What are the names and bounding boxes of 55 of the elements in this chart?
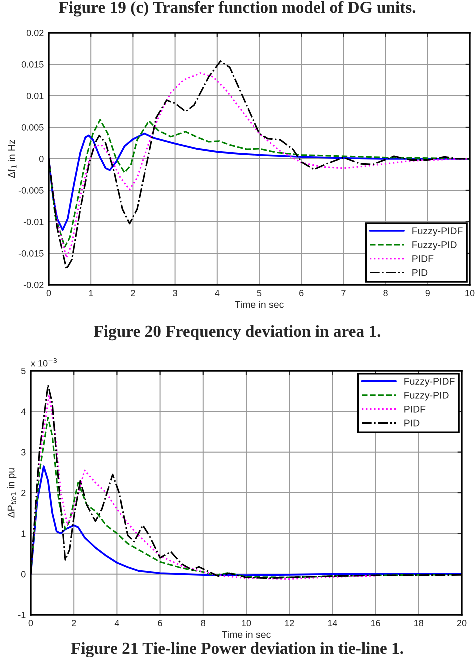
x-tick-label: 20 bbox=[457, 620, 467, 626]
text: x 10$^{−3}$ bbox=[31, 358, 57, 367]
y-tick-label: 0.01 bbox=[26, 92, 44, 100]
y-axis-title: Δf$_{1}$ in Hz bbox=[8, 140, 17, 178]
y-axis-title: ΔP$_{tie1}$ in pu bbox=[8, 468, 17, 518]
y-tick-label: -0.005 bbox=[18, 187, 44, 194]
x-tick-label: 14 bbox=[328, 620, 338, 626]
x-tick-label: 18 bbox=[414, 620, 424, 626]
legend-label: Fuzzy-PIDF bbox=[412, 228, 463, 236]
y-tick-label: 0.02 bbox=[26, 30, 44, 36]
x-tick-label: 2 bbox=[131, 290, 136, 296]
legend-label: Fuzzy-PIDF bbox=[404, 378, 455, 387]
y-tick-label: 0 bbox=[21, 571, 26, 578]
y-tick-label: -1 bbox=[18, 612, 26, 618]
legend-label: PIDF bbox=[404, 406, 426, 413]
x-tick-label: 8 bbox=[201, 620, 206, 626]
x-tick-label: 2 bbox=[72, 620, 76, 626]
y-tick-label: -0.02 bbox=[24, 282, 44, 288]
x-tick-label: 6 bbox=[300, 290, 304, 296]
line-series bbox=[31, 417, 462, 578]
x-tick-label: 16 bbox=[371, 620, 380, 626]
caption: Figure 20 Frequency deviation in area 1. bbox=[94, 325, 381, 341]
x-tick-label: 10 bbox=[242, 620, 252, 626]
x-axis-title: Time in sec bbox=[235, 301, 284, 308]
x-tick-label: 10 bbox=[466, 290, 475, 296]
caption: Figure 19 (c) Transfer function model of DG units. bbox=[58, 1, 416, 17]
y-tick-label: 1 bbox=[22, 530, 26, 537]
x-tick-label: 5 bbox=[257, 290, 262, 296]
x-tick-label: 4 bbox=[215, 290, 220, 296]
y-tick-label: 5 bbox=[21, 368, 26, 374]
legend-label: Fuzzy-PID bbox=[412, 242, 457, 250]
y-tick-label: 3 bbox=[21, 449, 26, 456]
legend-label: PIDF bbox=[412, 256, 434, 262]
x-tick-label: 6 bbox=[158, 620, 162, 626]
x-axis-title: Time in sec bbox=[222, 631, 271, 638]
x-tick-label: 4 bbox=[114, 620, 120, 626]
x-tick-label: 12 bbox=[285, 620, 294, 626]
y-tick-label: 4 bbox=[21, 408, 26, 415]
x-tick-label: 7 bbox=[342, 290, 346, 296]
line-series bbox=[31, 394, 377, 580]
y-tick-label: -0.01 bbox=[24, 218, 44, 226]
legend-label: PID bbox=[404, 420, 420, 427]
y-tick-label: 0 bbox=[39, 156, 44, 162]
line-series bbox=[31, 466, 462, 576]
legend-label: Fuzzy-PID bbox=[404, 392, 449, 401]
x-tick-label: 8 bbox=[384, 290, 388, 296]
x-tick-label: 1 bbox=[89, 290, 94, 296]
x-tick-label: 0 bbox=[46, 290, 52, 296]
y-tick-label: -0.015 bbox=[18, 250, 44, 257]
y-tick-label: 0.015 bbox=[22, 61, 44, 68]
y-tick-label: 0.005 bbox=[22, 124, 44, 131]
legend-label: PID bbox=[412, 269, 428, 276]
y-tick-label: 2 bbox=[22, 490, 26, 496]
x-tick-label: 9 bbox=[426, 290, 430, 296]
x-tick-label: 3 bbox=[173, 290, 178, 296]
